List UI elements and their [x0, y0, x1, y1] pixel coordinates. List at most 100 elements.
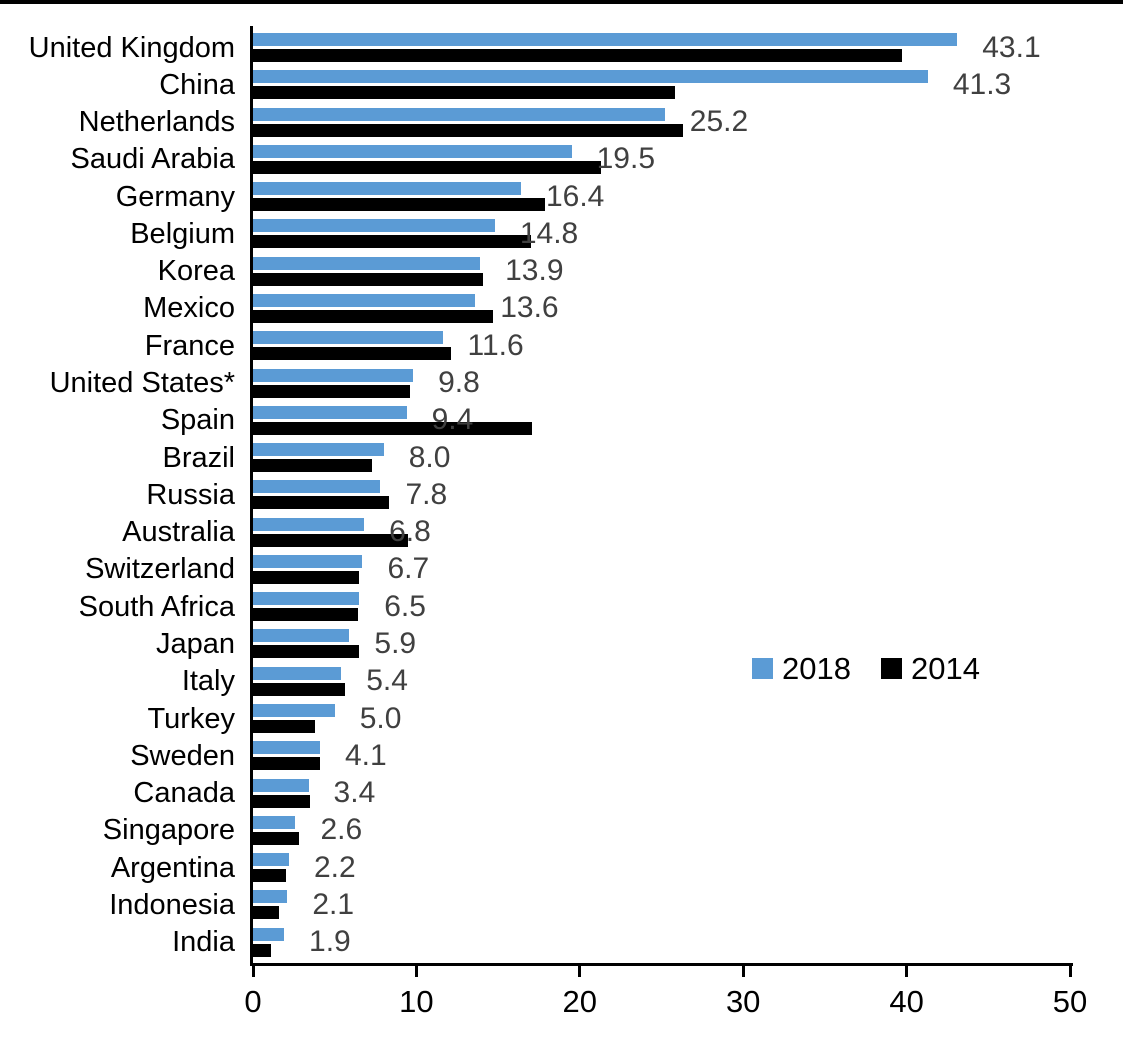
- data-label-2018: 2.2: [313, 850, 356, 884]
- bar-2018: [253, 293, 476, 307]
- legend-swatch-2014: [880, 658, 902, 679]
- bar-2014: [253, 869, 286, 883]
- category-label: Canada: [133, 777, 235, 810]
- bar-2014: [253, 235, 531, 249]
- bar-2018: [253, 704, 335, 718]
- bar-2014: [253, 570, 360, 584]
- bar-2018: [253, 256, 481, 270]
- data-label-2018: 2.6: [320, 813, 363, 847]
- bar-2014: [253, 496, 389, 510]
- bar-2014: [253, 49, 902, 62]
- category-label: Indonesia: [109, 888, 235, 921]
- data-label-2018: 6.7: [387, 552, 430, 586]
- bar-2018: [253, 331, 443, 345]
- x-axis-tick: [1068, 966, 1072, 977]
- bar-2018: [253, 927, 285, 941]
- bar-2018: [253, 368, 414, 382]
- data-label-2018: 4.1: [344, 738, 387, 772]
- x-axis-tick-label: 0: [244, 984, 262, 1019]
- bar-2014: [253, 720, 316, 734]
- bar-2018: [253, 219, 495, 233]
- data-label-2018: 11.6: [467, 328, 524, 362]
- data-label-2018: 25.2: [689, 105, 749, 139]
- x-axis-tick: [251, 966, 255, 977]
- bar-2014: [253, 347, 451, 361]
- legend-label-2018: 2018: [782, 651, 851, 686]
- data-label-2018: 6.8: [389, 515, 431, 549]
- data-label-2018: 3.4: [333, 776, 376, 810]
- category-label: India: [172, 926, 235, 959]
- category-label: Brazil: [162, 441, 235, 474]
- category-label: Turkey: [147, 702, 235, 735]
- bar-2018: [253, 741, 320, 755]
- bar-2018: [253, 666, 342, 680]
- bar-2018: [253, 144, 572, 158]
- bar-2018: [253, 405, 407, 419]
- bar-2014: [253, 123, 683, 137]
- data-label-2018: 41.3: [952, 67, 1012, 101]
- bar-2014: [253, 533, 409, 547]
- category-label: South Africa: [78, 590, 235, 623]
- x-axis-tick: [905, 966, 909, 977]
- bar-2018: [253, 107, 665, 121]
- category-label: China: [159, 68, 235, 101]
- category-label: Mexico: [143, 292, 235, 325]
- data-label-2018: 13.9: [505, 254, 564, 288]
- category-label: Russia: [146, 478, 235, 511]
- bar-2018: [253, 815, 296, 829]
- category-label: Sweden: [130, 739, 235, 772]
- category-label: France: [144, 329, 235, 362]
- bar-2014: [253, 272, 484, 286]
- bar-2014: [253, 86, 675, 100]
- data-label-2018: 6.5: [384, 589, 426, 623]
- bar-2018: [253, 778, 309, 792]
- bar-2014: [253, 757, 320, 771]
- category-label: Japan: [155, 627, 235, 660]
- bar-2018: [253, 629, 350, 643]
- bar-2018: [253, 554, 363, 568]
- bar-2014: [253, 160, 602, 174]
- bar-2018: [253, 443, 384, 457]
- category-label: Australia: [122, 516, 235, 549]
- category-label: Argentina: [110, 851, 235, 884]
- x-axis-tick-label: 20: [562, 984, 598, 1019]
- bar-2018: [253, 480, 381, 494]
- data-label-2018: 9.8: [438, 366, 480, 400]
- legend: 2018 2014: [752, 653, 980, 684]
- x-axis-line: [250, 963, 1073, 966]
- bar-2014: [253, 459, 373, 473]
- x-axis-tick: [414, 966, 418, 977]
- bar-2018: [253, 890, 288, 904]
- data-label-2018: 16.4: [545, 179, 605, 213]
- data-label-2018: 5.0: [359, 701, 402, 735]
- category-label: Switzerland: [85, 553, 235, 586]
- bar-2018: [253, 33, 958, 46]
- data-label-2018: 1.9: [309, 925, 351, 959]
- bar-2014: [253, 682, 345, 696]
- bar-2014: [253, 906, 280, 920]
- data-label-2018: 5.9: [374, 626, 417, 660]
- category-axis-labels: United Kingdom China Netherlands Saudi Arab…: [0, 28, 241, 963]
- category-label: Singapore: [102, 814, 235, 847]
- data-label-2018: 2.1: [312, 887, 355, 921]
- data-label-2018: 14.8: [519, 216, 579, 250]
- bar-2018: [253, 592, 360, 606]
- data-label-2018: 19.5: [596, 142, 656, 176]
- y-axis-line: [250, 26, 253, 966]
- bar-2014: [253, 421, 533, 435]
- bar-2014: [253, 943, 271, 957]
- legend-label-2014: 2014: [910, 651, 980, 686]
- legend-item-2014: 2014: [880, 651, 980, 686]
- bar-2014: [253, 831, 299, 845]
- bar-2018: [253, 182, 521, 196]
- bar-2018: [253, 517, 365, 531]
- bar-2018: [253, 70, 928, 84]
- bar-2014: [253, 645, 360, 659]
- top-border-line: [0, 0, 1123, 4]
- data-label-2018: 13.6: [500, 291, 559, 325]
- data-label-2018: 5.4: [366, 664, 408, 698]
- plot-area: 43.1 41.3 25.2 19.5 16.4 14.8 13.9 13.6 11.6 9.8 9…: [244, 26, 1087, 1019]
- x-axis-tick: [578, 966, 582, 977]
- bar-2018: [253, 853, 289, 867]
- bar-2014: [253, 309, 494, 323]
